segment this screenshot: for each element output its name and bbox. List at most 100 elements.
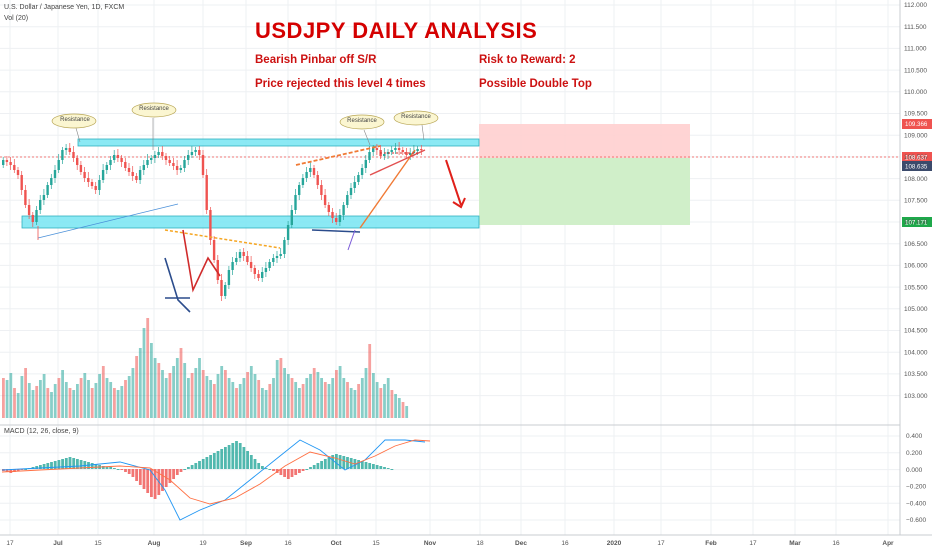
candle-body: [316, 175, 319, 185]
volume-bar: [335, 370, 338, 418]
note-double-top: Possible Double Top: [479, 78, 592, 90]
volume-bar: [161, 370, 164, 418]
candle-body: [364, 160, 367, 168]
macd-histogram-bar: [76, 459, 79, 469]
macd-histogram-bar: [249, 455, 253, 469]
volume-bar: [64, 382, 68, 418]
candle-body: [394, 148, 397, 150]
time-tick: Apr: [882, 540, 894, 547]
macd-histogram-bar: [83, 461, 87, 469]
macd-histogram-bar: [9, 469, 13, 473]
candle-body: [124, 162, 127, 168]
bearish-arrow[interactable]: [445, 159, 466, 209]
volume-bar: [39, 380, 42, 418]
volume-bar: [235, 388, 238, 418]
candle-body: [353, 182, 356, 188]
candle-body: [168, 160, 171, 163]
candle-body: [98, 180, 101, 190]
candle-body: [187, 155, 190, 160]
time-tick: 16: [284, 540, 292, 547]
macd-histogram-bar: [301, 469, 305, 471]
macd-histogram-bar: [286, 469, 290, 479]
price-tick: 110.000: [904, 89, 927, 96]
candle-body: [320, 185, 323, 195]
volume-bar: [383, 384, 386, 418]
volume-bar: [283, 368, 286, 418]
volume-bar: [72, 390, 76, 418]
candle-body: [242, 252, 245, 256]
candle-body: [183, 160, 186, 168]
price-tick: 106.500: [904, 241, 928, 248]
price-tag-text: 107.171: [905, 220, 928, 227]
price-tick: 104.000: [904, 349, 928, 356]
macd-histogram-bar: [168, 469, 172, 483]
volume-bar: [68, 388, 72, 418]
macd-histogram-bar: [261, 466, 264, 469]
candle-body: [224, 285, 227, 296]
take-profit-zone[interactable]: [479, 158, 690, 225]
candle-body: [346, 195, 349, 205]
price-tick: 105.500: [904, 284, 928, 291]
stop-loss-zone[interactable]: [479, 124, 690, 158]
macd-histogram-bar: [220, 449, 224, 469]
macd-histogram-bar: [283, 469, 286, 477]
volume-bar: [42, 374, 46, 418]
grid-lines: [0, 0, 900, 535]
macd-histogram-bar: [386, 468, 390, 469]
volume-bar: [168, 373, 172, 418]
volume-bar: [57, 378, 61, 418]
resistance-label-3: Resistance: [347, 118, 377, 124]
volume-bar: [342, 378, 346, 418]
volume-bar: [242, 378, 246, 418]
macd-histogram-bar: [357, 460, 360, 469]
volume-bar: [231, 382, 235, 418]
volume-bar: [286, 374, 290, 418]
candle-body: [294, 195, 297, 210]
candle-body: [286, 225, 290, 240]
volume-bar: [16, 393, 20, 418]
macd-histogram-bar: [127, 469, 131, 474]
volume-bar: [253, 374, 257, 418]
time-tick: 15: [372, 540, 380, 547]
candle-body: [87, 178, 90, 182]
macd-histogram-bar: [360, 461, 364, 469]
volume-bar: [198, 358, 201, 418]
support-zone[interactable]: [21, 215, 480, 229]
trendline-drawings[interactable]: [37, 145, 426, 313]
candle-body: [368, 152, 371, 160]
resistance-zone[interactable]: [77, 138, 480, 147]
candle-body: [397, 148, 401, 150]
candle-body: [116, 155, 120, 158]
volume-bar: [390, 390, 394, 418]
macd-histogram-bar: [305, 469, 309, 470]
candle-body: [131, 172, 134, 176]
macd-histogram-bar: [24, 469, 27, 470]
candle-body: [175, 166, 179, 170]
macd-histogram-bar: [13, 469, 16, 472]
macd-histogram-bar: [20, 469, 24, 470]
macd-histogram-bar: [335, 454, 338, 469]
volume-bar: [5, 380, 9, 418]
macd-histogram-bar: [209, 455, 212, 469]
candle-body: [94, 186, 97, 190]
volume-bar: [13, 388, 16, 418]
macd-histogram-bar: [364, 462, 368, 469]
volume-bar: [153, 358, 157, 418]
macd-histogram-bar: [279, 469, 283, 475]
macd-histogram-bar: [138, 469, 142, 485]
volume-bar: [379, 388, 383, 418]
volume-bar: [372, 373, 375, 418]
candle-body: [135, 176, 138, 180]
price-tick: 111.500: [904, 24, 927, 31]
price-tick: 108.000: [904, 176, 928, 183]
time-tick: 19: [199, 540, 207, 547]
resistance-callouts[interactable]: [51, 102, 439, 150]
price-tick: 110.500: [904, 67, 927, 74]
volume-bar: [375, 382, 379, 418]
volume-bar: [249, 366, 253, 418]
candle-body: [24, 190, 27, 205]
time-tick: 2020: [607, 540, 622, 547]
volume-bar: [83, 373, 87, 418]
macd-histogram-bar: [124, 469, 127, 472]
time-tick: Feb: [705, 540, 717, 547]
